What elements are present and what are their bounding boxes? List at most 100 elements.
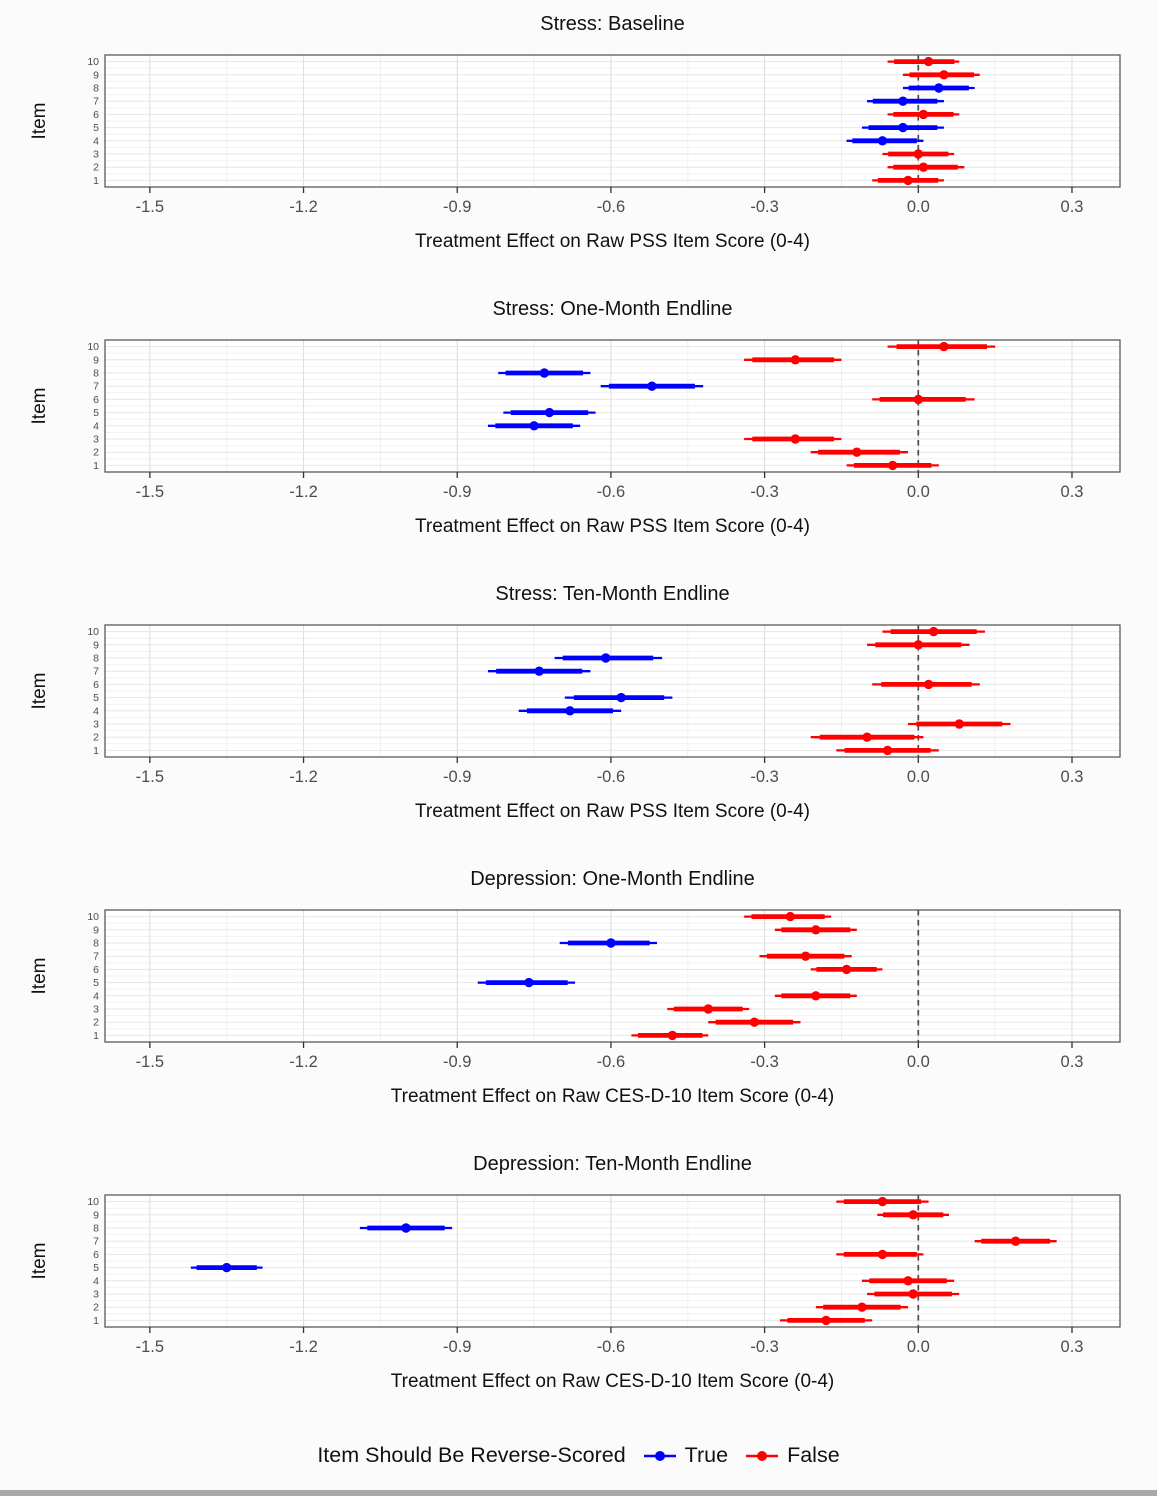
pointrange-item-8 [554, 653, 663, 663]
pointrange-item-4 [846, 136, 924, 146]
pointrange-item-8 [359, 1223, 453, 1233]
x-tick-label: -1.5 [136, 483, 164, 501]
pointrange-item-8 [902, 83, 975, 93]
y-tick-label: 7 [93, 381, 99, 393]
panel-title: Stress: Baseline [540, 13, 685, 35]
x-axis-ticks: -1.5 -1.2 -0.9 -0.6 -0.3 0.0 0.3 [136, 757, 1083, 786]
pointrange-item-1 [872, 175, 944, 186]
x-tick-label: -0.6 [597, 1053, 625, 1071]
y-tick-label: 10 [87, 341, 99, 353]
y-tick-label: 9 [93, 1209, 99, 1221]
pointrange-item-9 [774, 925, 857, 935]
plot-area-wrap: Item -1.5 -1.2 -0.9 -0.6 -0.3 0.0 0.3 1 2 3 4 5 6 7 8 9… [0, 612, 1157, 787]
pointrange-item-6 [810, 964, 883, 975]
x-axis-ticks: -1.5 -1.2 -0.9 -0.6 -0.3 0.0 0.3 [136, 187, 1083, 216]
pointrange-item-9 [867, 640, 970, 650]
x-tick-label: -0.3 [750, 1053, 778, 1071]
x-axis-ticks: -1.5 -1.2 -0.9 -0.6 -0.3 0.0 0.3 [136, 1327, 1083, 1356]
x-tick-label: 0.0 [907, 768, 930, 786]
pointrange-item-6 [887, 109, 960, 120]
y-tick-label: 9 [93, 354, 99, 366]
y-tick-label: 6 [93, 1249, 99, 1261]
pointrange-item-10 [887, 56, 960, 67]
y-tick-label: 4 [93, 705, 99, 717]
y-tick-label: 4 [93, 1275, 99, 1287]
y-tick-label: 4 [93, 420, 99, 432]
x-tick-label: -0.6 [597, 198, 625, 216]
y-tick-label: 6 [93, 964, 99, 976]
x-tick-label: -1.5 [136, 1053, 164, 1071]
y-axis-label: Item [29, 957, 50, 995]
x-axis-label: Treatment Effect on Raw PSS Item Score (… [415, 231, 810, 252]
x-tick-label: -0.9 [443, 1053, 471, 1071]
y-tick-label: 2 [93, 1302, 99, 1314]
x-tick-label: 0.0 [907, 1053, 930, 1071]
y-tick-label: 10 [87, 1196, 99, 1208]
x-tick-label: -0.3 [750, 768, 778, 786]
panel-depression-one-month: Depression: One-Month Endline Item -1.5-… [0, 855, 1157, 1140]
pointrange-item-9 [902, 70, 980, 80]
x-tick-label: 0.0 [907, 1338, 930, 1356]
legend-item-false: False [744, 1443, 840, 1468]
y-tick-label: 6 [93, 109, 99, 121]
pointrange-item-2 [815, 1302, 909, 1312]
y-tick-label: 7 [93, 951, 99, 963]
y-tick-label: 10 [87, 911, 99, 923]
x-tick-label: -0.9 [443, 768, 471, 786]
y-tick-label: 8 [93, 83, 99, 95]
y-tick-label: 7 [93, 96, 99, 108]
y-axis-label: Item [29, 1242, 50, 1280]
x-tick-label: -0.3 [750, 483, 778, 501]
legend-label-true: True [684, 1443, 729, 1467]
y-tick-label: 9 [93, 924, 99, 936]
y-tick-label: 8 [93, 1223, 99, 1235]
pointrange-item-9 [877, 1210, 950, 1220]
y-tick-label: 5 [93, 692, 99, 704]
x-tick-label: -1.2 [289, 1338, 317, 1356]
plot-area-wrap: Item -1.5 -1.2 -0.9 -0.6 -0.3 0.0 0.3 1 2 3 4 5 6 7 8 9… [0, 897, 1157, 1072]
y-tick-label: 3 [93, 719, 99, 731]
y-tick-label: 1 [93, 1030, 99, 1042]
window-bottom-edge [0, 1490, 1157, 1496]
y-tick-label: 6 [93, 394, 99, 406]
pointrange-item-6 [836, 1249, 924, 1260]
x-tick-label: 0.0 [907, 198, 930, 216]
pointrange-item-1 [846, 460, 939, 471]
panel-stress-baseline: Stress: Baseline Item -1.5 -1.2 -0.9 -0.6 -0… [0, 0, 1157, 285]
pointrange-item-10 [836, 1196, 929, 1207]
x-tick-label: -1.5 [136, 1338, 164, 1356]
x-tick-label: -1.5 [136, 768, 164, 786]
pointrange-item-2 [708, 1017, 801, 1027]
panel-border [104, 54, 1121, 188]
pointrange-item-4 [861, 1276, 955, 1286]
y-tick-label: 10 [87, 56, 99, 68]
x-tick-label: -0.9 [443, 198, 471, 216]
y-tick-label: 8 [93, 653, 99, 665]
y-tick-label: 5 [93, 122, 99, 134]
pointrange-item-8 [498, 368, 591, 378]
x-axis-label: Treatment Effect on Raw CES-D-10 Item Sc… [390, 1086, 835, 1107]
panel-title: Stress: Ten-Month Endline [495, 583, 730, 605]
y-tick-label: 6 [93, 679, 99, 691]
legend-label-false: False [787, 1443, 840, 1467]
panel-title: Depression: Ten-Month Endline [473, 1153, 752, 1175]
y-tick-label: 3 [93, 434, 99, 446]
pointrange-item-2 [887, 162, 965, 172]
pointrange-item-4 [518, 706, 622, 716]
plot-area-wrap: Item -1.5 -1.2 -0.9 -0.6 -0.3 0.0 0.3 1 2 3 4 5 6 7 8 9… [0, 1182, 1157, 1357]
pointrange-glyph-false-icon [746, 1450, 779, 1461]
pointrange-item-1 [836, 745, 939, 756]
y-tick-label: 3 [93, 149, 99, 161]
pointrange-item-3 [908, 719, 1011, 729]
pointrange-item-7 [759, 951, 852, 961]
pointrange-glyph-true-icon [643, 1450, 676, 1461]
pointrange-item-8 [559, 938, 658, 948]
x-tick-label: -1.2 [289, 768, 317, 786]
y-tick-label: 2 [93, 162, 99, 174]
y-tick-label: 3 [93, 1289, 99, 1301]
x-tick-label: -0.3 [750, 198, 778, 216]
